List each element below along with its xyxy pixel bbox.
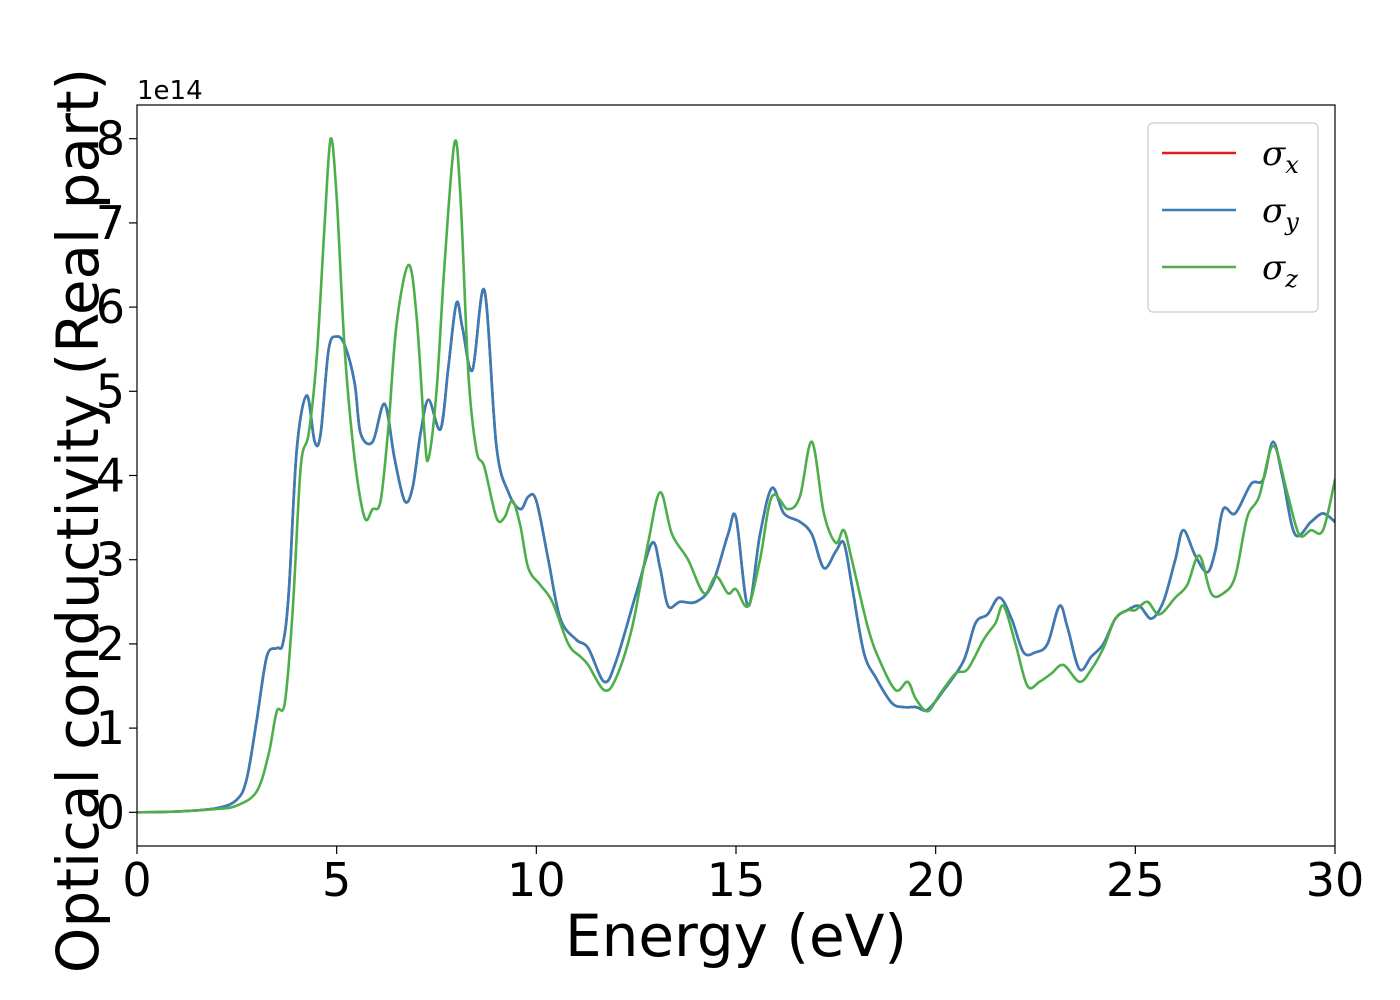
series-line-z [137, 137, 1335, 814]
legend-label: σx [1262, 134, 1299, 179]
x-axis: 0 5 10 15 20 25 30 [122, 846, 1364, 907]
x-axis-title: Energy (eV) [565, 902, 907, 970]
y-axis-title: Optical conductivity (Real part) [44, 68, 112, 973]
y-tick-label: 7 [96, 196, 125, 250]
legend-label: σy [1262, 191, 1299, 236]
legend-box [1147, 122, 1319, 313]
x-tick-label: 15 [707, 853, 766, 907]
x-tick-label: 20 [906, 853, 965, 907]
y-offset-text: 1e14 [137, 76, 203, 106]
legend: σx σy σz [1147, 122, 1319, 313]
x-tick-label: 0 [122, 853, 151, 907]
y-tick-label: 3 [96, 533, 125, 587]
x-tick-label: 5 [322, 853, 351, 907]
y-tick-label: 1 [96, 701, 125, 755]
y-tick-label: 5 [96, 364, 125, 418]
y-tick-label: 6 [96, 280, 125, 334]
y-tick-label: 0 [96, 785, 125, 839]
y-tick-label: 2 [96, 617, 125, 671]
x-tick-label: 30 [1306, 853, 1365, 907]
series-line-y [137, 287, 1335, 814]
legend-label: σz [1262, 248, 1298, 293]
y-tick-label: 4 [96, 449, 125, 503]
y-axis: 0 1 2 3 4 5 6 7 8 [96, 112, 137, 839]
series-layer [137, 137, 1335, 814]
x-tick-label: 10 [507, 853, 566, 907]
x-tick-label: 25 [1106, 853, 1165, 907]
y-tick-label: 8 [96, 112, 125, 166]
